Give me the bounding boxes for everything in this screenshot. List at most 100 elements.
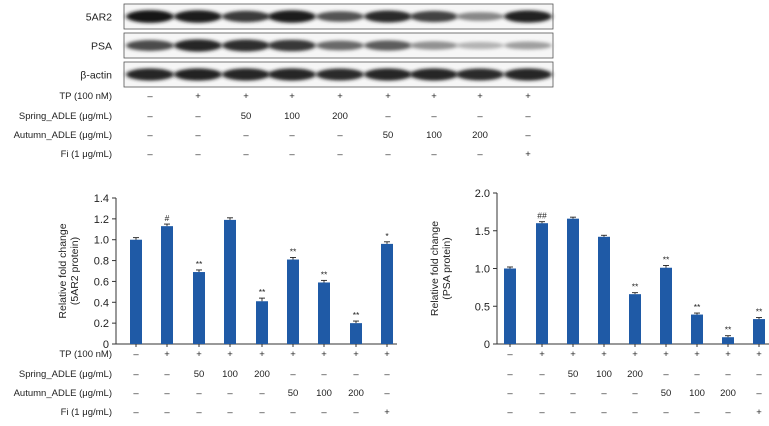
treatment-value: +	[694, 349, 700, 360]
blot-label: PSA	[91, 41, 112, 53]
treatment-value: –	[539, 388, 545, 399]
treatment-value: 50	[194, 369, 205, 380]
treatment-value: 200	[332, 111, 348, 122]
chart-treatment-row: Fi (1 μg/mL) – – – – – – – – +	[61, 407, 391, 418]
treatment-value: +	[431, 91, 437, 102]
blot-band	[316, 68, 364, 81]
treatment-value: –	[243, 130, 249, 141]
blot-treatment-row-3: Fi (1 μg/mL) – – – – – – – – +	[61, 149, 532, 160]
treatment-value: +	[290, 349, 296, 360]
chart-treatment-row: – – – – – – – – +	[507, 407, 762, 418]
bar	[224, 219, 236, 344]
treatment-value: 50	[568, 369, 579, 380]
treatment-value: +	[353, 349, 359, 360]
treatment-value: –	[289, 149, 295, 160]
treatment-label: Spring_ADLE (μg/mL)	[19, 369, 112, 380]
treatment-value: 200	[348, 388, 364, 399]
blot-band	[364, 10, 412, 23]
treatment-value: 200	[254, 369, 270, 380]
treatment-value: –	[507, 388, 513, 399]
treatment-value: –	[196, 407, 202, 418]
bar	[318, 282, 330, 344]
treatment-value: 50	[241, 111, 252, 122]
y-axis-label-line: (5AR2 protein)	[69, 237, 81, 305]
y-axis-label: Relative fold change (5AR2 protein)	[57, 223, 81, 318]
significance-mark: **	[725, 325, 732, 335]
treatment-value: –	[133, 349, 139, 360]
significance-mark: *	[385, 231, 389, 241]
significance-mark: **	[353, 310, 360, 320]
y-tick-label: 2.0	[475, 188, 490, 200]
treatment-value: –	[601, 407, 607, 418]
treatment-value: –	[164, 388, 170, 399]
treatment-value: –	[196, 388, 202, 399]
treatment-value: 100	[222, 369, 238, 380]
bar	[722, 337, 734, 344]
bar	[660, 267, 672, 344]
treatment-value: –	[601, 388, 607, 399]
treatment-value: +	[259, 349, 265, 360]
bar	[381, 243, 393, 344]
blot-band	[504, 41, 552, 50]
bar	[130, 239, 142, 344]
blot-band	[410, 68, 458, 81]
chart-treatment-row: – + + + + + + + +	[507, 349, 762, 360]
blot-band	[126, 68, 174, 81]
treatment-value: 100	[596, 369, 612, 380]
bar	[536, 223, 548, 344]
treatment-value: –	[195, 111, 201, 122]
blot-band	[456, 12, 504, 21]
treatment-value: 100	[426, 130, 442, 141]
y-axis-label-line: Relative fold change	[429, 221, 441, 316]
treatment-value: –	[337, 149, 343, 160]
treatment-value: –	[227, 407, 233, 418]
y-axis-label-line: Relative fold change	[57, 223, 69, 318]
treatment-value: –	[663, 407, 669, 418]
treatment-value: –	[539, 369, 545, 380]
treatment-value: –	[477, 111, 483, 122]
treatment-value: –	[507, 407, 513, 418]
treatment-value: 200	[720, 388, 736, 399]
blot-band	[364, 68, 412, 81]
blot-band	[174, 10, 222, 23]
treatment-value: +	[195, 91, 201, 102]
blot-treatment-row-1: Spring_ADLE (μg/mL) – – 50 100 200 – – – –	[19, 111, 531, 122]
treatment-value: 50	[383, 130, 394, 141]
treatment-value: 100	[316, 388, 332, 399]
treatment-value: –	[384, 388, 390, 399]
treatment-value: –	[756, 388, 762, 399]
treatment-value: –	[290, 369, 296, 380]
treatment-value: –	[431, 111, 437, 122]
y-tick-label: 0	[484, 339, 490, 351]
y-tick-label: 0.4	[94, 297, 109, 309]
treatment-value: –	[632, 388, 638, 399]
treatment-value: +	[385, 91, 391, 102]
y-tick-label: 0.6	[94, 276, 109, 288]
treatment-value: +	[337, 91, 343, 102]
blot-band	[456, 68, 504, 81]
treatment-value: –	[756, 369, 762, 380]
chart-treatment-row: – – 50 100 200 – – – –	[507, 369, 762, 380]
treatment-value: +	[756, 407, 762, 418]
chart-treatment-row: Autumn_ADLE (μg/mL) – – – – – 50 100 200 –	[14, 388, 391, 399]
treatment-value: +	[632, 349, 638, 360]
treatment-value: –	[147, 111, 153, 122]
treatment-value: +	[384, 407, 390, 418]
treatment-value: 200	[472, 130, 488, 141]
treatment-value: –	[525, 111, 531, 122]
blot-band	[410, 41, 458, 50]
treatment-value: +	[196, 349, 202, 360]
y-axis-label-line: (PSA protein)	[441, 237, 453, 299]
treatment-value: 200	[627, 369, 643, 380]
treatment-value: –	[195, 149, 201, 160]
treatment-label: Fi (1 μg/mL)	[61, 149, 112, 160]
significance-mark: **	[694, 302, 701, 312]
treatment-label: Autumn_ADLE (μg/mL)	[14, 388, 112, 399]
blot-band	[268, 10, 316, 23]
treatment-value: –	[353, 407, 359, 418]
blot-band	[222, 39, 270, 52]
y-tick-label: 1.4	[94, 193, 109, 205]
significance-mark: #	[165, 213, 170, 223]
treatment-value: –	[570, 407, 576, 418]
